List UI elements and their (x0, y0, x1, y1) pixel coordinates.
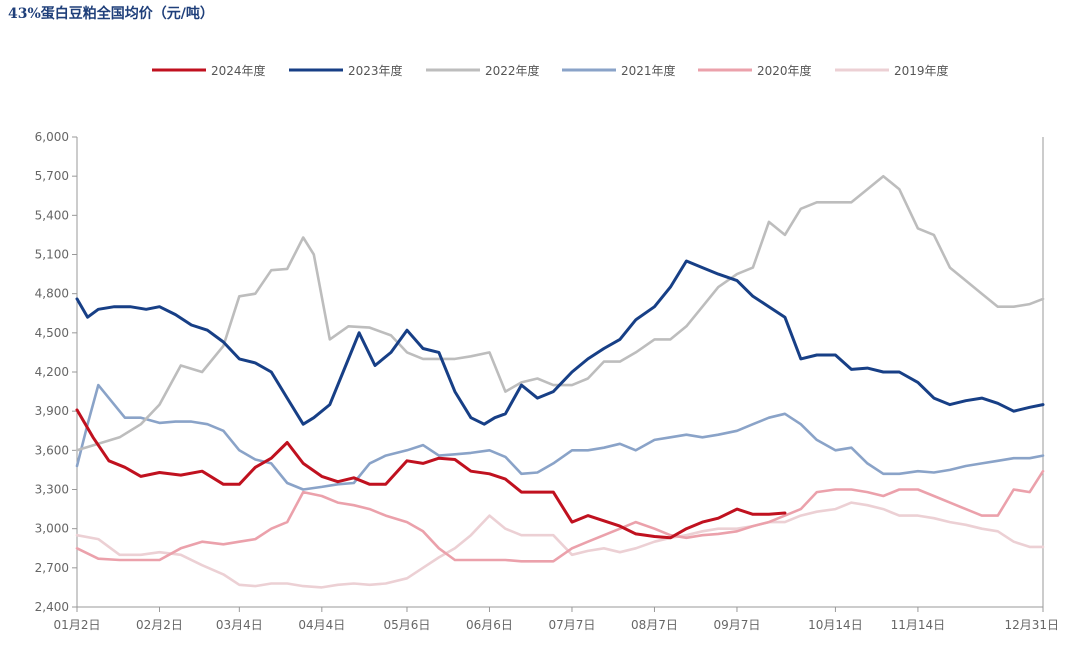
legend-item: 2020年度 (698, 63, 812, 78)
x-tick-label: 07月7日 (549, 618, 596, 632)
series-line-0 (75, 408, 787, 540)
series-line-4 (75, 469, 1045, 563)
y-tick-label: 6,000 (35, 130, 69, 144)
y-tick-label: 4,200 (35, 365, 69, 379)
legend-item: 2022年度 (426, 63, 540, 78)
legend-label: 2023年度 (348, 63, 403, 78)
chart-title: 43%蛋白豆粕全国均价（元/吨） (8, 5, 214, 22)
x-tick-label: 02月2日 (136, 618, 183, 632)
legend-label: 2022年度 (485, 63, 540, 78)
y-tick-label: 5,100 (35, 248, 69, 262)
x-tick-label: 11月14日 (891, 618, 946, 632)
legend-label: 2019年度 (894, 63, 949, 78)
legend-label: 2024年度 (211, 63, 266, 78)
y-tick-label: 4,500 (35, 326, 69, 340)
legend: 2024年度 2023年度 2022年度 2021年度 2020年度 2019年度 (152, 63, 949, 78)
y-axis: 2,400 2,700 3,000 3,300 3,600 3,900 4,200 4,500… (35, 130, 1044, 614)
series-line-3 (75, 383, 1045, 491)
series-group (75, 174, 1045, 589)
y-tick-label: 2,700 (35, 561, 69, 575)
x-tick-label: 01月2日 (54, 618, 101, 632)
y-tick-label: 3,000 (35, 522, 69, 536)
legend-item: 2021年度 (562, 63, 676, 78)
x-axis: 01月2日 02月2日 03月4日 04月4日 05月6日 06月6日 07月7日 08月7日… (54, 606, 1059, 632)
x-tick-label: 03月4日 (216, 618, 263, 632)
x-tick-label: 06月6日 (466, 618, 513, 632)
y-tick-label: 5,700 (35, 169, 69, 183)
legend-label: 2021年度 (621, 63, 676, 78)
y-tick-label: 3,300 (35, 483, 69, 497)
series-line-5 (75, 501, 1045, 589)
x-tick-label: 10月14日 (808, 618, 863, 632)
y-tick-label: 3,600 (35, 443, 69, 457)
x-tick-label: 04月4日 (298, 618, 345, 632)
legend-item: 2023年度 (289, 63, 403, 78)
x-tick-label: 05月6日 (384, 618, 431, 632)
legend-label: 2020年度 (757, 63, 812, 78)
x-tick-label: 09月7日 (714, 618, 761, 632)
legend-item: 2024年度 (152, 63, 266, 78)
x-tick-label: 12月31日 (1004, 618, 1059, 632)
legend-item: 2019年度 (835, 63, 949, 78)
x-tick-label: 08月7日 (631, 618, 678, 632)
y-tick-label: 3,900 (35, 404, 69, 418)
y-tick-label: 2,400 (35, 600, 69, 614)
y-tick-label: 4,800 (35, 287, 69, 301)
y-tick-label: 5,400 (35, 208, 69, 222)
series-line-2 (75, 174, 1045, 452)
series-line-1 (75, 259, 1045, 426)
